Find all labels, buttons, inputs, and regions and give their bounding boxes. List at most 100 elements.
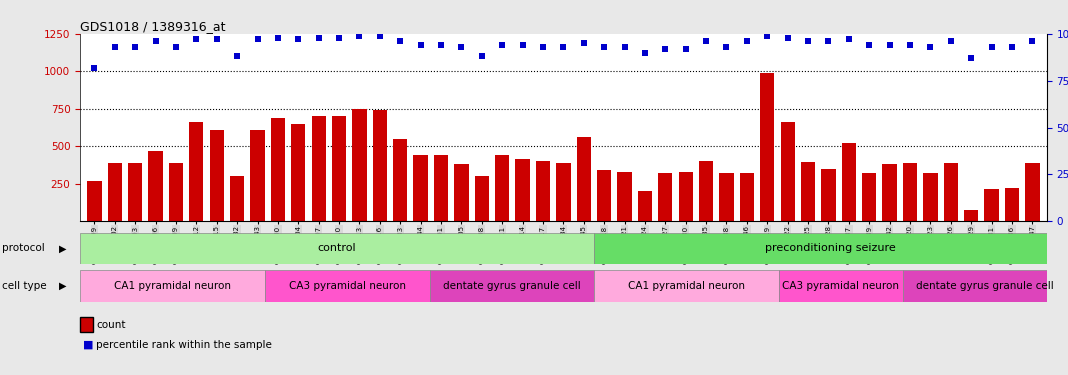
Point xyxy=(616,44,633,50)
Bar xyxy=(698,161,713,221)
Point xyxy=(127,44,144,50)
Bar xyxy=(597,170,611,221)
Bar xyxy=(312,116,326,221)
Point xyxy=(147,38,164,44)
Bar xyxy=(454,164,469,221)
Point xyxy=(922,44,939,50)
Bar xyxy=(332,116,346,221)
Point xyxy=(1004,44,1021,50)
Point xyxy=(269,34,286,40)
Text: ▶: ▶ xyxy=(59,281,66,291)
Point xyxy=(330,34,347,40)
Text: dentate gyrus granule cell: dentate gyrus granule cell xyxy=(443,281,581,291)
Point xyxy=(983,44,1000,50)
Bar xyxy=(902,163,917,221)
Text: GDS1018 / 1389316_at: GDS1018 / 1389316_at xyxy=(80,20,225,33)
Point xyxy=(106,44,123,50)
Point xyxy=(942,38,959,44)
Point xyxy=(310,34,327,40)
Bar xyxy=(781,122,795,221)
Point xyxy=(576,40,593,46)
Bar xyxy=(842,142,855,221)
Point xyxy=(738,38,755,44)
Bar xyxy=(169,163,183,221)
Bar xyxy=(536,160,550,221)
Bar xyxy=(80,270,265,302)
Bar xyxy=(393,139,407,221)
Text: dentate gyrus granule cell: dentate gyrus granule cell xyxy=(916,281,1054,291)
Point xyxy=(657,46,674,52)
Point xyxy=(433,42,450,48)
Text: percentile rank within the sample: percentile rank within the sample xyxy=(96,340,272,350)
Bar xyxy=(882,164,897,221)
Bar xyxy=(678,172,693,221)
Bar xyxy=(413,154,428,221)
Bar xyxy=(230,176,245,221)
Point xyxy=(473,53,490,59)
Bar xyxy=(271,118,285,221)
Bar xyxy=(474,176,489,221)
Bar xyxy=(760,73,774,221)
Point xyxy=(637,50,654,55)
Bar xyxy=(434,155,449,221)
Bar xyxy=(964,210,978,221)
Bar xyxy=(373,110,387,221)
Point xyxy=(372,33,389,39)
Bar xyxy=(429,270,594,302)
Point xyxy=(881,42,898,48)
Text: CA1 pyramidal neuron: CA1 pyramidal neuron xyxy=(114,281,231,291)
Text: CA1 pyramidal neuron: CA1 pyramidal neuron xyxy=(628,281,745,291)
Point xyxy=(554,44,571,50)
Bar xyxy=(556,163,570,221)
Point xyxy=(514,42,531,48)
Bar xyxy=(985,189,999,221)
Bar xyxy=(189,122,204,221)
Bar xyxy=(496,155,509,221)
Point xyxy=(1024,38,1041,44)
Point xyxy=(718,44,735,50)
Point xyxy=(534,44,551,50)
Point xyxy=(861,42,878,48)
Bar xyxy=(740,172,754,221)
Point xyxy=(800,38,817,44)
Point xyxy=(351,33,368,39)
Point xyxy=(901,42,918,48)
Bar xyxy=(577,137,591,221)
Bar xyxy=(128,163,142,221)
Point xyxy=(820,38,837,44)
Bar xyxy=(265,270,429,302)
Bar xyxy=(780,270,902,302)
Bar xyxy=(821,169,835,221)
Bar xyxy=(1025,163,1039,221)
Text: ▶: ▶ xyxy=(59,243,66,254)
Point xyxy=(453,44,470,50)
Bar xyxy=(516,159,530,221)
Bar xyxy=(1005,188,1019,221)
Point xyxy=(188,36,205,42)
Bar xyxy=(923,172,938,221)
Bar xyxy=(944,163,958,221)
Bar xyxy=(594,232,1067,264)
Bar xyxy=(148,151,162,221)
Point xyxy=(208,36,225,42)
Point xyxy=(758,33,775,39)
Point xyxy=(780,34,797,40)
Bar xyxy=(352,109,366,221)
Bar xyxy=(108,163,122,221)
Bar xyxy=(209,130,224,221)
Point xyxy=(289,36,307,42)
Bar xyxy=(902,270,1067,302)
Text: CA3 pyramidal neuron: CA3 pyramidal neuron xyxy=(783,281,899,291)
Bar xyxy=(250,130,265,221)
Bar xyxy=(88,181,101,221)
Bar xyxy=(617,172,631,221)
Point xyxy=(841,36,858,42)
Point xyxy=(85,64,103,70)
Point xyxy=(249,36,266,42)
Bar xyxy=(658,172,673,221)
Bar xyxy=(292,124,305,221)
Bar xyxy=(720,172,734,221)
Bar xyxy=(80,232,594,264)
Point xyxy=(392,38,409,44)
Point xyxy=(697,38,714,44)
